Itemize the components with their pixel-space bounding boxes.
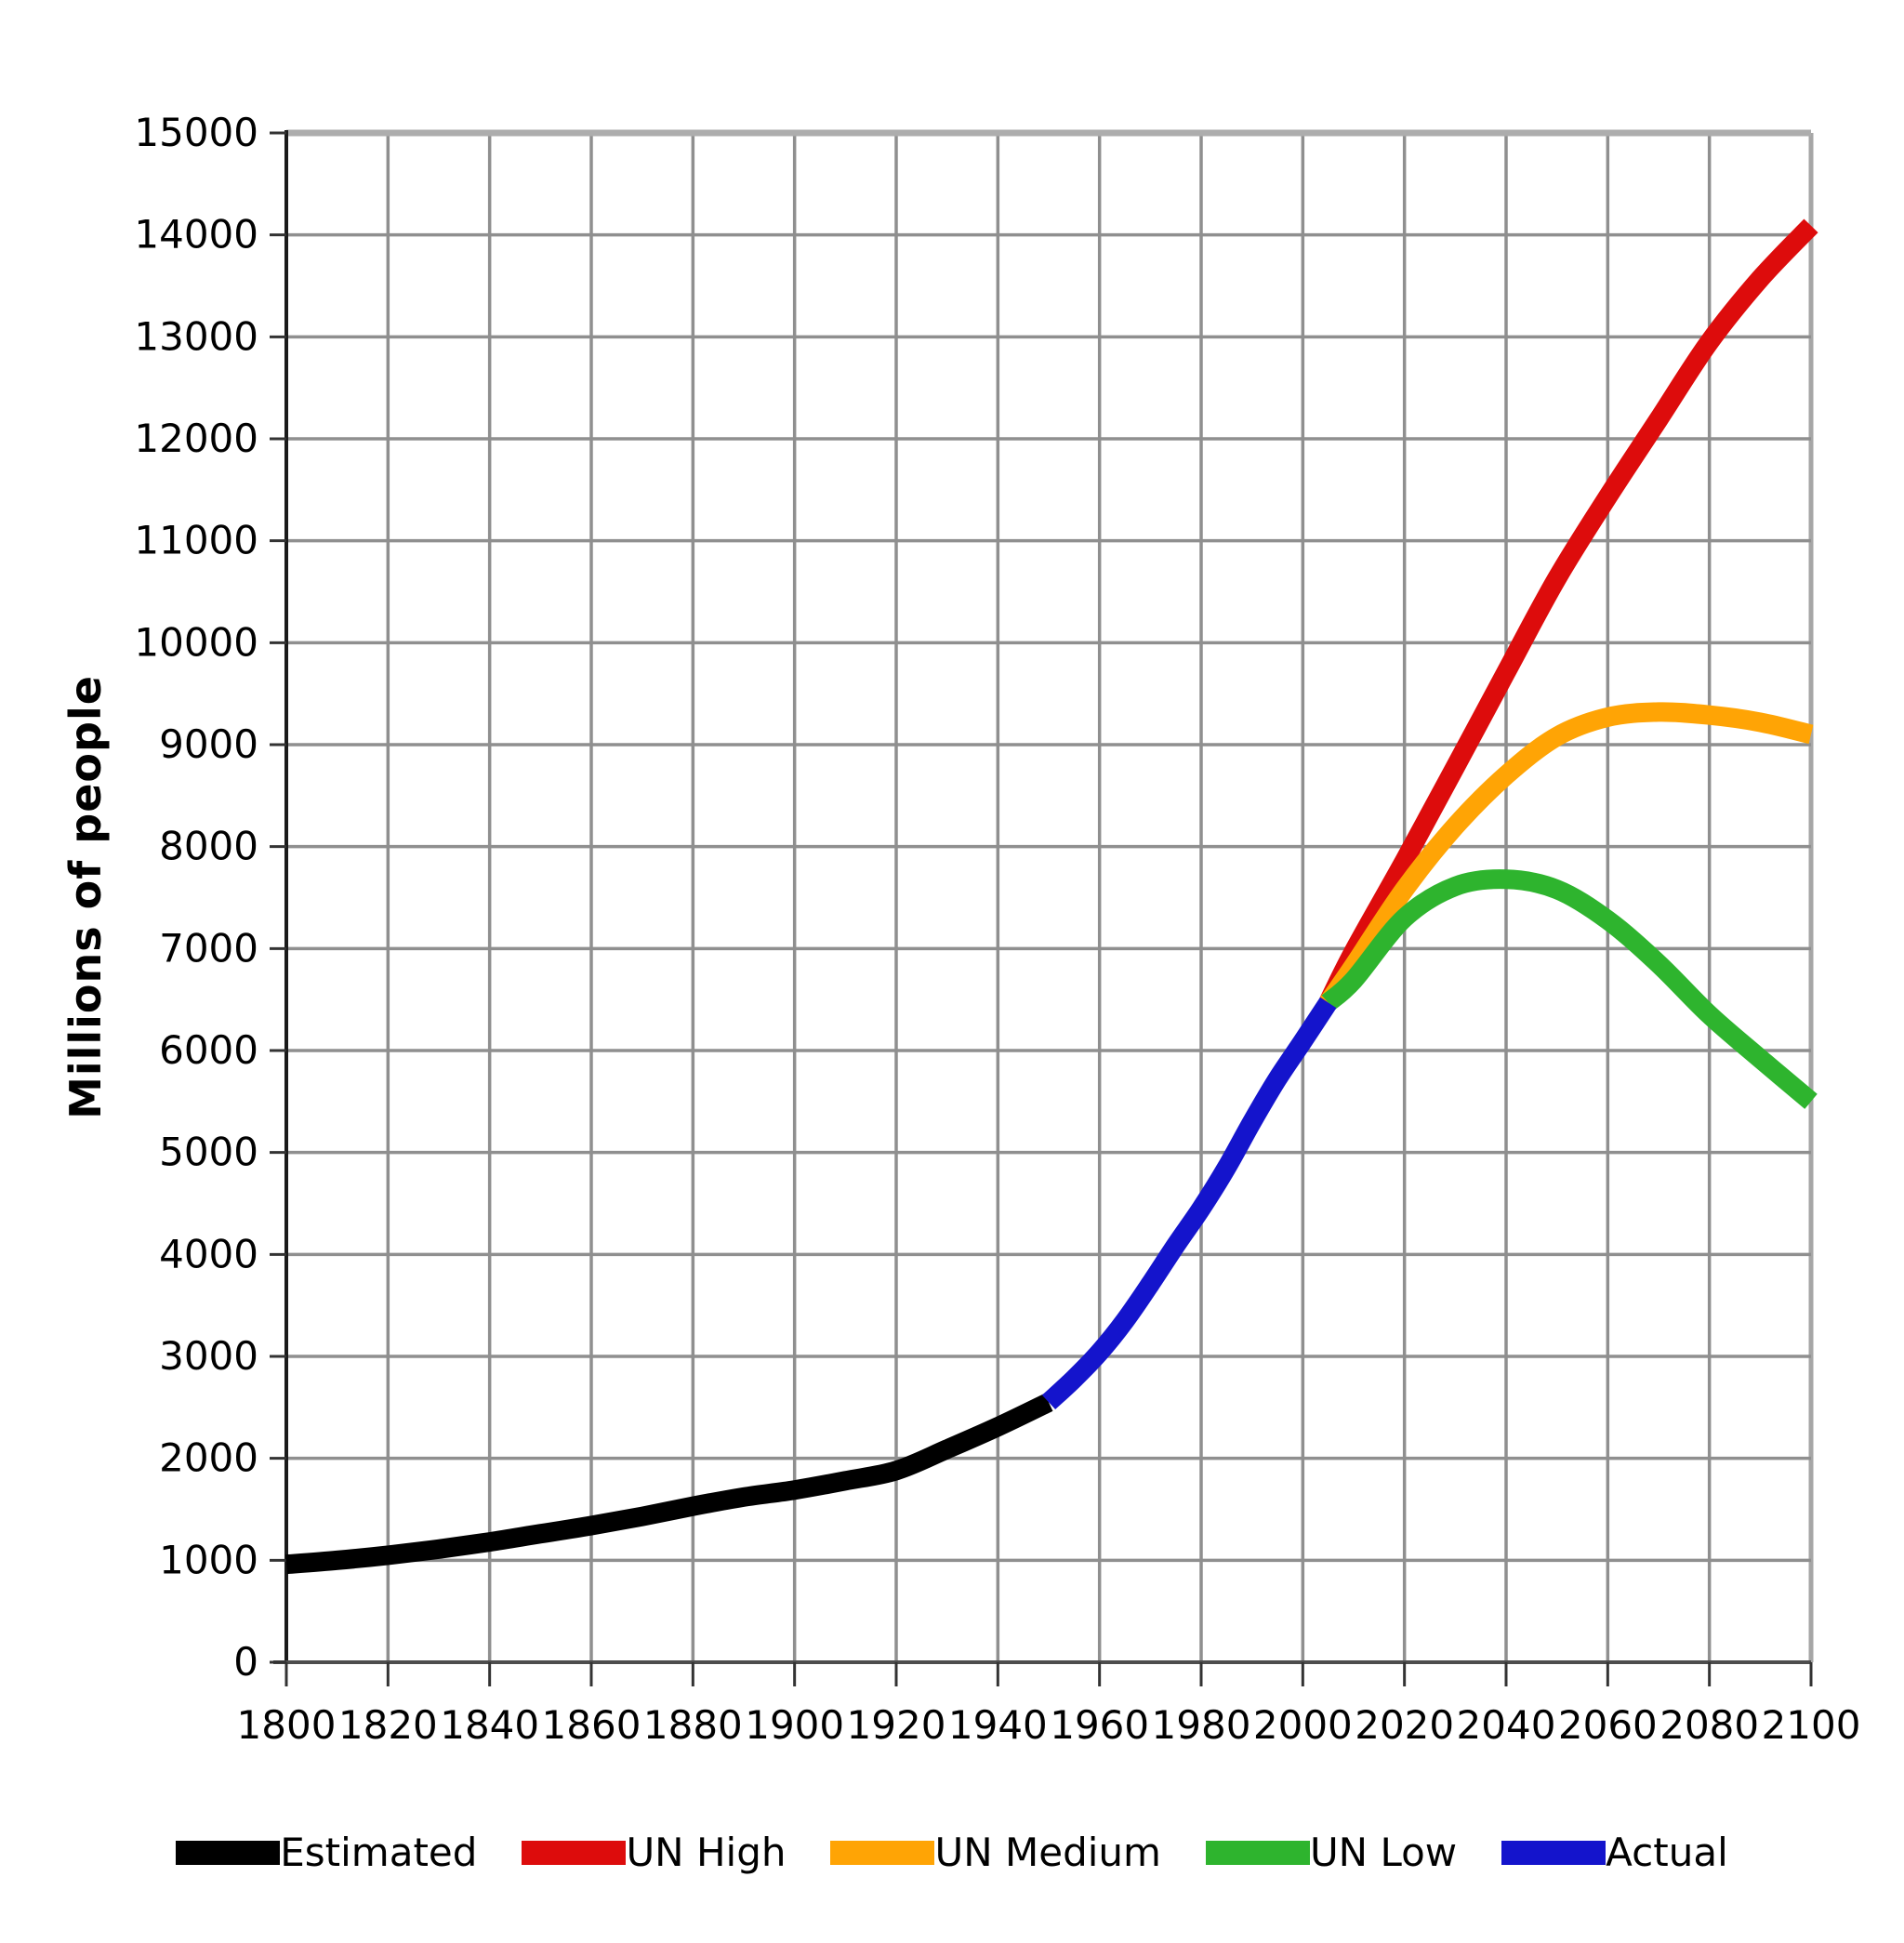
legend-label-un-high: UN High — [626, 1830, 787, 1875]
svg-text:2000: 2000 — [159, 1435, 258, 1481]
svg-text:0: 0 — [233, 1639, 258, 1685]
svg-text:6000: 6000 — [159, 1027, 258, 1073]
legend-label-un-medium: UN Medium — [934, 1830, 1161, 1875]
svg-text:1880: 1880 — [643, 1702, 743, 1748]
svg-text:1840: 1840 — [440, 1702, 539, 1748]
axis-ticks — [270, 131, 1813, 1686]
estimated-line-swatch — [176, 1841, 281, 1865]
svg-text:7000: 7000 — [159, 925, 258, 971]
legend-label-un-low: UN Low — [1309, 1830, 1458, 1875]
svg-text:1800: 1800 — [237, 1702, 337, 1748]
axis-tick-labels: 0 1000 2000 3000 4000 5000 6000 7000 8000 9000 100… — [134, 110, 1860, 1748]
gridlines — [286, 129, 1814, 1662]
svg-text:2000: 2000 — [1253, 1702, 1353, 1748]
svg-text:2060: 2060 — [1558, 1702, 1658, 1748]
svg-text:12000: 12000 — [134, 416, 258, 461]
un-high-line-swatch — [522, 1841, 627, 1865]
legend-item-un-low: UN Low — [1205, 1830, 1458, 1875]
axes — [273, 130, 1811, 1664]
svg-text:1960: 1960 — [1050, 1702, 1149, 1748]
svg-text:2040: 2040 — [1457, 1702, 1556, 1748]
legend-item-estimated: Estimated — [176, 1833, 477, 1872]
legend-item-un-medium: UN Medium — [830, 1830, 1161, 1875]
svg-text:3000: 3000 — [159, 1333, 258, 1379]
svg-text:13000: 13000 — [134, 313, 258, 359]
svg-text:15000: 15000 — [134, 110, 258, 155]
svg-text:8000: 8000 — [159, 824, 258, 869]
un-low-line-swatch — [1205, 1841, 1310, 1865]
svg-text:1940: 1940 — [948, 1702, 1048, 1748]
svg-text:1980: 1980 — [1152, 1702, 1251, 1748]
svg-text:10000: 10000 — [134, 619, 258, 665]
svg-text:1000: 1000 — [159, 1537, 258, 1582]
svg-text:1820: 1820 — [338, 1702, 438, 1748]
legend-item-un-high: UN High — [522, 1833, 786, 1872]
svg-text:2080: 2080 — [1659, 1702, 1759, 1748]
svg-text:1920: 1920 — [847, 1702, 946, 1748]
legend-item-actual: Actual — [1501, 1833, 1728, 1872]
actual-line-swatch — [1501, 1841, 1606, 1865]
un-medium-line-swatch — [830, 1841, 935, 1865]
svg-text:1860: 1860 — [542, 1702, 641, 1748]
svg-text:1900: 1900 — [745, 1702, 844, 1748]
svg-text:14000: 14000 — [134, 212, 258, 258]
chart-legend: Estimated UN High UN Medium UN Low Actua… — [0, 1833, 1904, 1872]
legend-label-estimated: Estimated — [280, 1830, 478, 1875]
legend-label-actual: Actual — [1606, 1830, 1728, 1875]
svg-text:5000: 5000 — [159, 1130, 258, 1175]
svg-text:9000: 9000 — [159, 721, 258, 767]
data-series-lines — [285, 218, 1818, 1575]
svg-text:2020: 2020 — [1355, 1702, 1454, 1748]
svg-text:2100: 2100 — [1762, 1702, 1861, 1748]
svg-text:4000: 4000 — [159, 1231, 258, 1276]
svg-text:11000: 11000 — [134, 518, 258, 563]
